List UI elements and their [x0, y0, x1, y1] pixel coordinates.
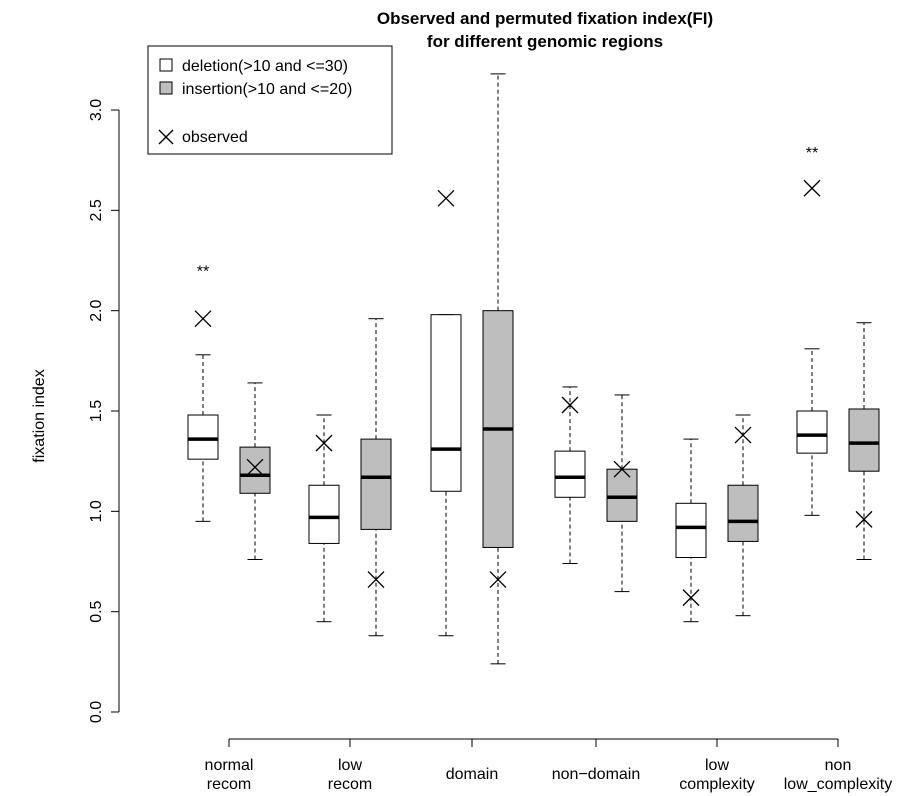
observed-marker [613, 460, 631, 478]
observed-marker [489, 571, 507, 589]
observed-marker-stroke [194, 310, 212, 328]
box-deletion [675, 438, 707, 623]
box-body [239, 446, 271, 494]
x-tick-label: recom [328, 776, 372, 793]
observed-marker [734, 426, 752, 444]
legend-observed-marker [158, 129, 174, 145]
x-axis: normal recom low recom domain non−domain low co… [205, 738, 892, 793]
x-tick-label: normal [205, 757, 254, 774]
observed-marker [803, 179, 821, 197]
observed-marker [437, 189, 455, 207]
y-axis-label: fixation index [31, 369, 48, 462]
observed-marker-stroke [613, 460, 631, 478]
observed-marker-stroke [437, 189, 455, 207]
box-insertion [848, 322, 880, 560]
x-tick-label: complexity [679, 776, 755, 793]
y-tick-label: 0.5 [88, 600, 105, 622]
box-body [554, 450, 586, 498]
observed-marker [194, 310, 212, 328]
box-insertion [606, 394, 638, 593]
chart-title: Observed and permuted fixation index(FI)… [377, 9, 713, 51]
box-deletion [308, 414, 340, 623]
legend-swatch [159, 81, 173, 95]
significance-annotations: ** ** [197, 145, 818, 280]
observed-marker-stroke [489, 571, 507, 589]
x-tick-label: recom [207, 776, 251, 793]
y-tick-label: 2.0 [88, 299, 105, 321]
x-tick-label: non−domain [552, 766, 641, 783]
observed-marker [855, 510, 873, 528]
box-body [606, 468, 638, 522]
y-tick-label: 2.5 [88, 199, 105, 221]
box-body [187, 414, 219, 460]
y-tick-label: 0.0 [88, 701, 105, 723]
significance-marker: ** [197, 264, 209, 281]
box-body [430, 314, 462, 492]
observed-marker [367, 571, 385, 589]
box-insertion [239, 382, 271, 560]
box-insertion [360, 318, 392, 637]
legend: deletion(>10 and <=30) insertion(>10 and … [147, 45, 393, 155]
observed-marker [315, 434, 333, 452]
observed-marker [561, 396, 579, 414]
x-tick-label: low_complexity [784, 776, 892, 793]
x-tick-label: non [825, 757, 852, 774]
y-tick-label: 1.0 [88, 500, 105, 522]
y-tick-label: 1.5 [88, 400, 105, 422]
box-body [848, 408, 880, 472]
box-body [675, 502, 707, 558]
observed-marker-stroke [734, 426, 752, 444]
observed-marker-stroke [682, 589, 700, 607]
chart-title-line-1: Observed and permuted fixation index(FI) [377, 9, 713, 28]
observed-marker [246, 458, 264, 476]
box-body [796, 410, 828, 454]
observed-marker-stroke [561, 396, 579, 414]
legend-label: insertion(>10 and <=20) [182, 81, 352, 98]
box-deletion [430, 189, 462, 637]
observed-marker-stroke [367, 571, 385, 589]
legend-box [147, 45, 393, 155]
box-deletion [187, 310, 219, 522]
x-tick-label: low [338, 757, 362, 774]
x-tick-label: domain [446, 766, 498, 783]
box-body [727, 484, 759, 542]
y-axis: 0.0 0.5 1.0 1.5 2.0 2.5 3.0 [88, 99, 120, 723]
observed-marker-stroke [246, 458, 264, 476]
observed-marker-stroke [855, 510, 873, 528]
observed-marker-stroke [315, 434, 333, 452]
observed-marker [682, 589, 700, 607]
legend-label: observed [182, 129, 248, 146]
box-body [308, 484, 340, 544]
box-body [360, 438, 392, 530]
box-insertion [482, 73, 514, 665]
chart-title-line-2: for different genomic regions [427, 32, 663, 51]
observed-marker-stroke [803, 179, 821, 197]
legend-label: deletion(>10 and <=30) [182, 58, 348, 75]
significance-marker: ** [806, 145, 818, 162]
box-deletion [554, 386, 586, 565]
box-group [187, 73, 880, 665]
y-tick-label: 3.0 [88, 99, 105, 121]
legend-swatch [159, 58, 173, 72]
box-deletion [796, 179, 828, 516]
x-tick-label: low [705, 757, 729, 774]
legend-marker-stroke [158, 129, 174, 145]
box-insertion [727, 414, 759, 617]
